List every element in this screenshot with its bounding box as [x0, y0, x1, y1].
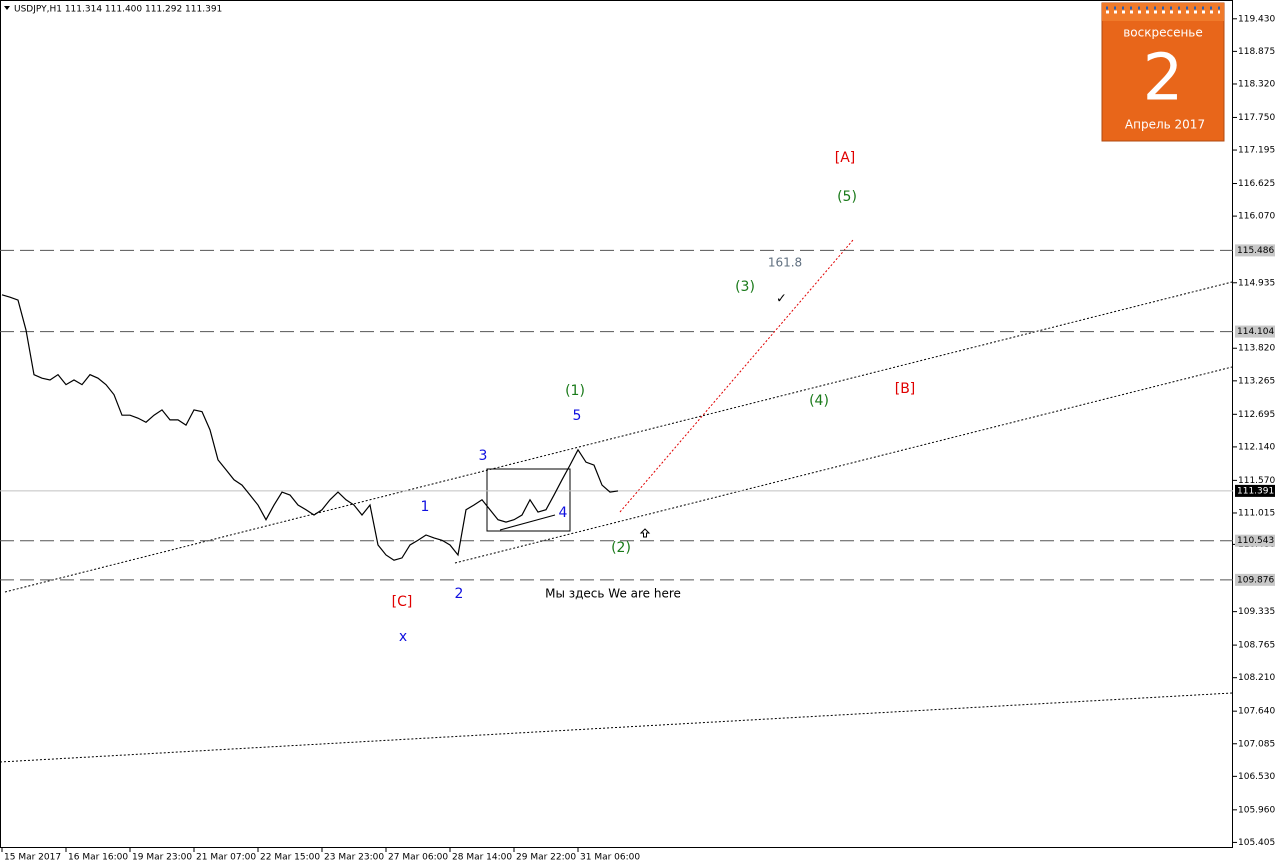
annotation: (3) — [735, 279, 755, 295]
y-tick-label: 107.085 — [1238, 739, 1275, 749]
x-tick-label: 19 Mar 23:00 — [132, 853, 192, 863]
calendar-bg — [1101, 2, 1225, 142]
x-tick-label: 21 Mar 07:00 — [196, 853, 256, 863]
annotation: x — [399, 629, 407, 645]
y-tick-label: 116.070 — [1238, 212, 1275, 222]
y-tick-label: 118.875 — [1238, 47, 1275, 57]
trend-line — [454, 366, 1233, 564]
x-tick-label: 28 Mar 14:00 — [452, 853, 512, 863]
x-tick-label: 22 Mar 15:00 — [260, 853, 320, 863]
annotation: (5) — [837, 189, 857, 205]
y-tick-label: 116.625 — [1238, 179, 1275, 189]
annotation: Мы здесь We are here — [545, 587, 681, 601]
level-label-bg — [1235, 573, 1275, 586]
y-tick-label: 108.210 — [1238, 673, 1275, 683]
arrow-icon — [639, 528, 651, 538]
wedge-line — [499, 514, 556, 531]
bid-label-bg — [1235, 484, 1275, 497]
trend-line — [4, 281, 1233, 593]
x-tick-label: 16 Mar 16:00 — [68, 853, 128, 863]
level-label: 110.543 — [1237, 536, 1274, 546]
annotation: 5 — [573, 408, 582, 424]
x-tick-label: 15 Mar 2017 — [4, 853, 61, 863]
plot-frame — [0, 0, 1233, 848]
calendar-weekday: воскресенье — [1123, 26, 1203, 40]
annotation: (4) — [809, 393, 829, 409]
y-tick-label: 113.820 — [1238, 344, 1275, 354]
annotation: 161.8 — [768, 256, 802, 270]
y-tick-label: 111.570 — [1238, 476, 1275, 486]
y-tick-label: 108.765 — [1238, 641, 1275, 651]
calendar-month: Апрель 2017 — [1125, 118, 1205, 132]
calendar: воскресенье 2 Апрель 2017 — [1101, 2, 1225, 142]
y-tick-label: 112.695 — [1238, 410, 1275, 420]
y-tick-label: 111.015 — [1238, 508, 1275, 518]
bid-label: 111.391 — [1237, 486, 1274, 496]
annotation: 1 — [421, 499, 430, 515]
y-tick-label: 119.430 — [1238, 14, 1275, 24]
annotation: [C] — [392, 594, 413, 610]
y-tick-label: 107.640 — [1238, 707, 1275, 717]
annotation: [A] — [835, 150, 856, 166]
annotation: (2) — [611, 540, 631, 556]
check-mark: ✓ — [776, 292, 787, 307]
x-tick-label: 27 Mar 06:00 — [388, 853, 448, 863]
x-tick-label: 29 Mar 22:00 — [516, 853, 576, 863]
pattern-box — [486, 468, 571, 532]
level-label: 109.876 — [1237, 575, 1274, 585]
level-label: 115.486 — [1237, 246, 1274, 256]
y-tick-label: 109.335 — [1238, 607, 1275, 617]
level-label-bg — [1235, 325, 1275, 338]
annotation: 4 — [559, 505, 568, 521]
level-label: 114.104 — [1237, 327, 1274, 337]
annotation: (1) — [565, 383, 585, 399]
calendar-day: 2 — [1143, 42, 1184, 116]
y-tick-label: 114.935 — [1238, 278, 1275, 288]
price-line — [1, 294, 619, 561]
y-tick-label: 106.530 — [1238, 772, 1275, 782]
y-tick-label: 112.140 — [1238, 442, 1275, 452]
chart-title: USDJPY,H1 111.314 111.400 111.292 111.39… — [14, 5, 222, 15]
y-tick-label: 118.320 — [1238, 79, 1275, 89]
trend-line — [0, 692, 1233, 763]
y-tick-label: 117.195 — [1238, 146, 1275, 156]
y-tick-label: 105.960 — [1238, 805, 1275, 815]
x-tick-label: 23 Mar 23:00 — [324, 853, 384, 863]
y-tick-label: 117.750 — [1238, 113, 1275, 123]
annotation: [B] — [895, 381, 916, 397]
y-tick-label: 113.265 — [1238, 376, 1275, 386]
annotation: 2 — [455, 586, 464, 602]
level-label-bg — [1235, 244, 1275, 257]
annotation: 3 — [479, 448, 488, 464]
level-label-bg — [1235, 534, 1275, 547]
x-tick-label: 31 Mar 06:00 — [580, 853, 640, 863]
y-tick-label: 105.405 — [1238, 838, 1275, 848]
menu-arrow — [4, 6, 10, 10]
